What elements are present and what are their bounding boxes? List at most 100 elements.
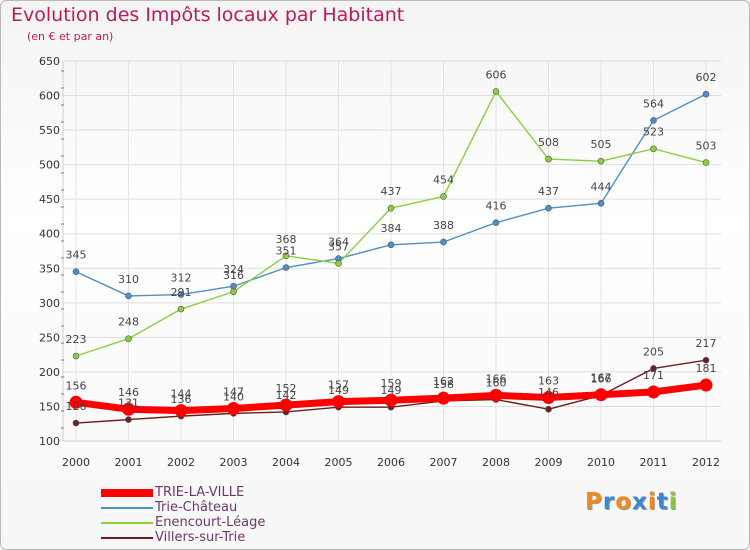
legend-label: Villers-sur-Trie <box>155 530 246 545</box>
data-label: 147 <box>223 386 244 399</box>
data-point <box>440 193 447 200</box>
x-tick-label: 2001 <box>115 456 143 469</box>
y-tick-label: 300 <box>39 297 60 310</box>
data-point <box>545 405 552 413</box>
data-point <box>702 356 710 364</box>
x-tick-label: 2003 <box>220 456 248 469</box>
data-point <box>647 385 660 399</box>
x-tick-label: 2004 <box>272 456 300 469</box>
x-tick-label: 2009 <box>535 456 563 469</box>
data-label: 149 <box>328 384 349 397</box>
x-tick-label: 2002 <box>167 456 195 469</box>
data-point <box>440 238 447 246</box>
y-tick-label: 400 <box>39 228 60 241</box>
data-point <box>279 398 293 412</box>
data-label: 416 <box>486 200 507 213</box>
data-point <box>597 157 605 165</box>
data-label: 140 <box>223 390 244 403</box>
legend-swatch <box>101 521 153 524</box>
data-point <box>489 388 503 402</box>
data-label: 508 <box>538 136 559 149</box>
data-label: 357 <box>328 240 349 253</box>
data-label: 166 <box>486 372 507 385</box>
data-label: 159 <box>381 377 402 390</box>
data-label: 454 <box>433 173 454 186</box>
data-label: 248 <box>118 316 139 329</box>
x-tick-label: 2008 <box>482 456 510 469</box>
data-point <box>594 388 608 402</box>
data-point <box>174 404 188 418</box>
data-point <box>177 305 185 313</box>
data-label: 505 <box>591 138 612 151</box>
data-label: 146 <box>538 386 559 399</box>
data-label: 444 <box>591 180 612 193</box>
data-point <box>335 260 342 267</box>
data-label: 364 <box>328 236 349 249</box>
data-label: 144 <box>171 388 192 401</box>
y-tick-label: 350 <box>39 262 60 275</box>
x-tick-label: 2000 <box>62 456 90 469</box>
data-point <box>702 159 710 166</box>
data-point <box>282 252 290 260</box>
data-point <box>72 419 80 427</box>
data-label: 181 <box>696 362 717 375</box>
data-point <box>542 390 555 404</box>
data-label: 136 <box>171 393 192 406</box>
data-point <box>332 395 345 409</box>
legend-item: Villers-sur-Trie <box>101 530 265 545</box>
y-tick-label: 650 <box>39 55 60 68</box>
data-label: 142 <box>276 389 297 402</box>
x-tick-label: 2005 <box>325 456 353 469</box>
y-tick-label: 600 <box>39 90 60 103</box>
legend-swatch <box>101 506 153 509</box>
data-label: 171 <box>643 369 664 382</box>
data-label: 160 <box>486 377 507 390</box>
data-point <box>492 88 500 95</box>
legend-label: Enencourt-Léage <box>155 515 266 530</box>
proxiti-logo: Proxiti <box>585 489 678 515</box>
data-label: 345 <box>66 249 87 262</box>
data-label: 437 <box>538 185 559 198</box>
data-label: 205 <box>643 345 664 358</box>
legend-item: Enencourt-Léage <box>101 515 265 530</box>
chart-title: Evolution des Impôts locaux par Habitant <box>11 4 405 26</box>
data-label: 146 <box>118 386 139 399</box>
data-label: 126 <box>66 400 87 413</box>
data-point <box>384 393 398 407</box>
data-label: 167 <box>591 372 612 385</box>
legend-item: Trie-Château <box>101 500 265 515</box>
data-label: 217 <box>696 337 717 350</box>
data-label: 156 <box>66 379 87 392</box>
data-label: 131 <box>118 397 139 410</box>
legend-swatch <box>101 536 153 539</box>
data-label: 523 <box>643 126 664 139</box>
data-label: 162 <box>433 375 454 388</box>
data-label: 152 <box>276 382 297 395</box>
data-label: 310 <box>118 273 139 286</box>
y-tick-label: 450 <box>39 193 60 206</box>
x-tick-label: 2007 <box>430 456 458 469</box>
data-point <box>437 391 450 405</box>
data-point <box>230 282 237 290</box>
chart-subtitle: (en € et par an) <box>27 30 114 43</box>
data-point <box>230 288 237 296</box>
data-label: 158 <box>433 378 454 391</box>
data-point <box>650 365 657 372</box>
y-tick-label: 500 <box>39 159 60 172</box>
data-label: 351 <box>276 245 297 258</box>
y-tick-label: 150 <box>39 400 60 413</box>
data-point <box>125 416 132 423</box>
x-tick-label: 2006 <box>377 456 405 469</box>
data-point <box>72 352 80 360</box>
legend-item: TRIE-LA-VILLE <box>101 485 265 500</box>
data-label: 384 <box>381 222 402 235</box>
data-point <box>282 264 290 271</box>
data-label: 163 <box>538 374 559 387</box>
data-point <box>122 402 135 416</box>
data-label: 157 <box>328 379 349 392</box>
data-label: 291 <box>171 286 192 299</box>
data-point <box>702 90 710 98</box>
data-label: 503 <box>696 140 717 153</box>
